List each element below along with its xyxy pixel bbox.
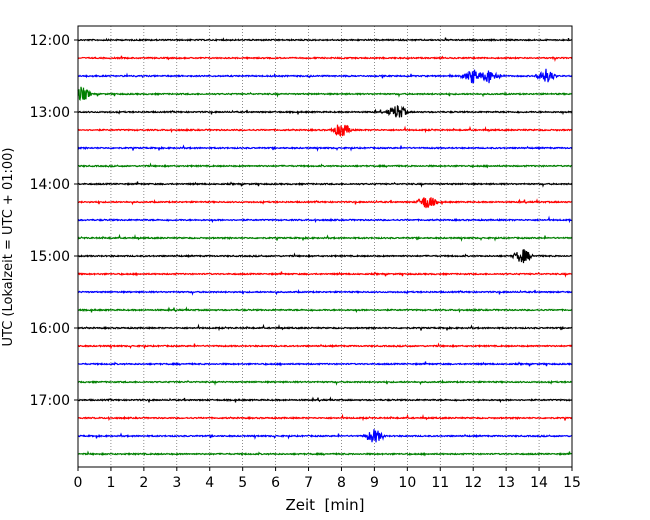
seismogram-trace	[77, 55, 573, 63]
seismogram-trace	[77, 124, 573, 137]
seismogram-trace	[77, 37, 573, 42]
x-tick-label: 7	[304, 475, 313, 491]
seismogram-trace	[77, 396, 573, 404]
seismogram-trace	[77, 429, 573, 443]
y-tick-label: 16:00	[30, 321, 70, 337]
seismogram-trace	[77, 197, 573, 209]
x-tick-label: 6	[271, 475, 280, 491]
seismogram-traces	[77, 37, 573, 457]
seismogram-trace	[77, 361, 573, 367]
seismogram-trace	[77, 323, 573, 332]
seismogram-trace	[77, 86, 573, 102]
x-tick-label: 5	[238, 475, 247, 491]
seismogram-trace	[77, 162, 573, 169]
y-axis-title: UTC (Lokalzeit = UTC + 01:00)	[1, 148, 16, 347]
y-tick-label: 12:00	[30, 33, 70, 49]
x-axis: 0 1 2 3 4 5 6 7 8 9 10 11 12 13 14 15	[74, 467, 581, 491]
seismogram-trace	[77, 271, 573, 278]
seismogram-trace	[77, 233, 573, 242]
seismogram-trace	[77, 450, 573, 457]
seismogram-trace	[77, 342, 573, 350]
x-tick-label: 11	[431, 475, 449, 491]
y-axis: 12:00 13:00 14:00 15:00 16:00 17:00	[30, 33, 78, 409]
x-tick-label: 3	[172, 475, 181, 491]
y-tick-label: 13:00	[30, 105, 70, 121]
x-axis-title: Zeit [min]	[285, 496, 364, 514]
seismogram-trace	[77, 68, 573, 84]
x-tick-label: 13	[497, 475, 515, 491]
seismogram-trace	[77, 289, 573, 296]
x-tick-label: 0	[74, 475, 83, 491]
seismogram-trace	[77, 104, 573, 118]
x-tick-label: 1	[106, 475, 115, 491]
y-tick-label: 14:00	[30, 177, 70, 193]
y-tick-label: 17:00	[30, 393, 70, 409]
seismogram-trace	[77, 249, 573, 264]
x-tick-label: 14	[530, 475, 548, 491]
x-tick-label: 9	[370, 475, 379, 491]
seismogram-trace	[77, 215, 573, 224]
seismogram-trace	[77, 379, 573, 386]
x-tick-label: 15	[563, 475, 581, 491]
seismogram-trace	[77, 306, 573, 314]
seismogram-trace	[77, 413, 573, 422]
x-tick-label: 12	[464, 475, 482, 491]
x-tick-label: 4	[205, 475, 214, 491]
y-tick-label: 15:00	[30, 249, 70, 265]
x-tick-label: 2	[139, 475, 148, 491]
x-tick-label: 10	[398, 475, 416, 491]
x-tick-label: 8	[337, 475, 346, 491]
seismogram-trace	[77, 144, 573, 152]
seismogram-trace	[77, 181, 573, 188]
plot-frame	[77, 25, 573, 468]
